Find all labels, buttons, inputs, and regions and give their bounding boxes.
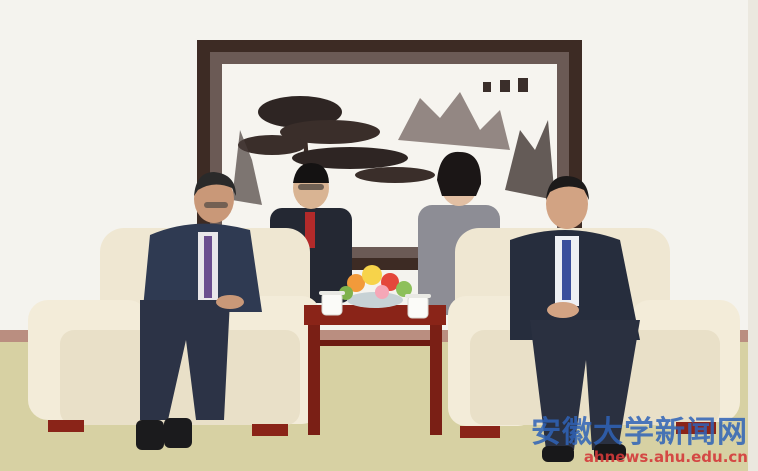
framed-painting (197, 40, 582, 270)
watermark-chinese: 安徽大学新闻网 (531, 415, 748, 450)
wall-edge (748, 0, 758, 471)
flower-arrangement (339, 265, 412, 308)
seated-man-left (136, 172, 262, 450)
tea-cup-left (319, 291, 345, 316)
tea-cup-right (405, 294, 431, 319)
watermark: 安徽大学新闻网 ahnews.ahu.edu.cn (531, 418, 748, 465)
watermark-url: ahnews.ahu.edu.cn (583, 448, 748, 466)
seated-man-right (510, 176, 640, 462)
